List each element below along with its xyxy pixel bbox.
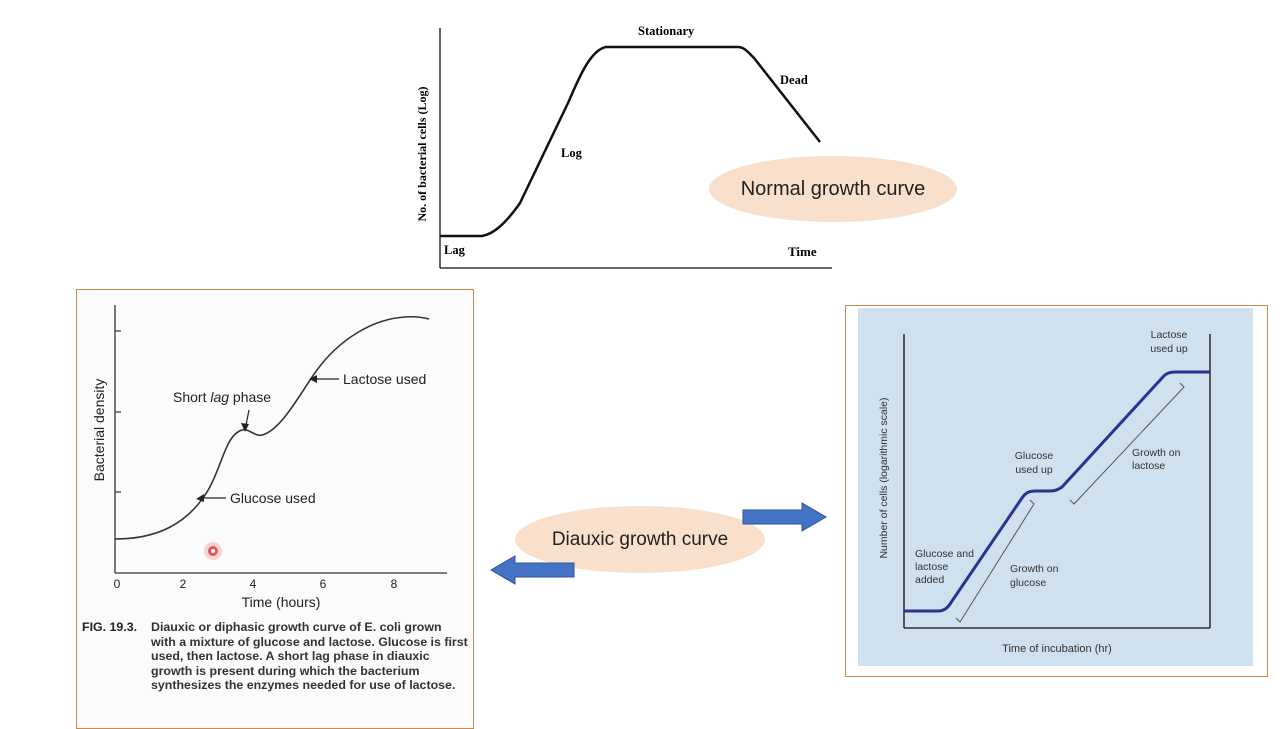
diauxic-growth-bubble-text: Diauxic growth curve — [551, 529, 729, 550]
added-label-1: Glucose and — [915, 548, 974, 560]
diauxic-growth-bubble: Diauxic growth curve — [515, 506, 765, 573]
added-label-3: added — [915, 574, 944, 586]
x-tick-4: 4 — [250, 577, 257, 591]
x-tick-0: 0 — [114, 577, 121, 591]
lactose-used-up-label-1: Lactose — [1151, 329, 1188, 341]
x-tick-6: 6 — [320, 577, 327, 591]
y-axis-label: Bacterial density — [91, 379, 107, 482]
lactose-arrowhead — [309, 375, 317, 383]
normal-growth-curve-chart: No. of bacterial cells (Log) Lag Log Sta… — [415, 24, 832, 269]
diauxic-curve-line — [114, 315, 430, 540]
arrow-right-icon — [742, 502, 827, 532]
glucose-used-label: Glucose used — [230, 490, 316, 506]
phase-stationary-label: Stationary — [638, 24, 695, 38]
growth-curve-line — [440, 45, 821, 238]
x-axis-label: Time of incubation (hr) — [1002, 643, 1112, 655]
diauxic-textbook-figure: 0 2 4 6 8 Time (hours) Bacterial density… — [76, 289, 474, 729]
short-lag-label: Short lag phase — [173, 389, 271, 405]
diauxic-log-chart: Lactose used up Glucose used up Growth o… — [878, 329, 1211, 655]
glucose-arrowhead — [196, 494, 204, 502]
y-axis-label: Number of cells (logarithmic scale) — [878, 397, 890, 558]
normal-growth-bubble: Normal growth curve — [709, 156, 957, 222]
growth-glucose-label-2: glucose — [1010, 577, 1046, 589]
added-label-2: lactose — [915, 561, 948, 573]
figure-background — [858, 308, 1253, 666]
growth-lactose-label-2: lactose — [1132, 460, 1165, 472]
growth-lactose-label-1: Growth on — [1132, 447, 1181, 459]
short-lag-arrowhead — [241, 423, 249, 432]
x-axis-label: Time (hours) — [242, 594, 321, 610]
caption-text: Diauxic or diphasic growth curve of E. c… — [151, 620, 468, 693]
y-axis-label: No. of bacterial cells (Log) — [415, 87, 429, 222]
growth-glucose-label-1: Growth on — [1010, 563, 1059, 575]
lactose-used-label: Lactose used — [343, 371, 426, 387]
glucose-used-up-label-2: used up — [1015, 464, 1053, 476]
phase-lag-label: Lag — [444, 243, 466, 257]
lactose-bracket — [1069, 382, 1185, 505]
normal-growth-bubble-text: Normal growth curve — [740, 177, 926, 200]
x-tick-2: 2 — [180, 577, 187, 591]
lactose-used-up-label-2: used up — [1150, 343, 1188, 355]
x-tick-labels: 0 2 4 6 8 — [114, 577, 398, 591]
diauxic-textbook-chart: 0 2 4 6 8 Time (hours) Bacterial density… — [91, 305, 447, 610]
arrow-left-icon — [490, 555, 575, 585]
glucose-used-up-label-1: Glucose — [1015, 450, 1054, 462]
pointer-marker — [204, 542, 222, 560]
phase-dead-label: Dead — [780, 73, 808, 87]
x-axis-label: Time — [788, 244, 817, 259]
phase-log-label: Log — [561, 146, 583, 160]
diauxic-log-figure: Lactose used up Glucose used up Growth o… — [845, 305, 1268, 677]
x-tick-8: 8 — [391, 577, 398, 591]
caption-label: FIG. 19.3. — [82, 620, 138, 634]
diauxic-log-curve — [904, 370, 1210, 613]
glucose-bracket — [955, 499, 1035, 623]
y-ticks — [115, 330, 121, 493]
